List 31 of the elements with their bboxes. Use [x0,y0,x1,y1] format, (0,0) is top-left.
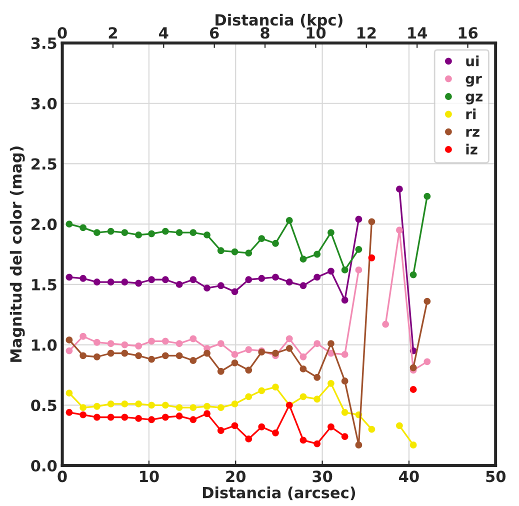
x2-tick-label: 0 [58,27,67,39]
y-axis-title: Magnitud del color (mag) [10,146,25,362]
y-tick-label: 0.0 [31,460,57,472]
x-tick-label: 50 [486,470,506,482]
x-axis-title: Distancia (arcsec) [202,486,356,500]
legend-label: ri [466,108,476,120]
x-tick-label: 20 [226,470,246,482]
y-tick-label: 3.5 [31,37,56,50]
legend-label: ui [466,56,479,66]
legend-label: rz [466,128,480,137]
x2-tick-label: 10 [306,27,326,39]
legend-label: gz [466,94,482,104]
x2-tick-label: 6 [210,27,219,39]
y-tick-label: 1.5 [32,279,56,290]
x2-tick-label: 8 [260,27,270,39]
legend-label: iz [466,144,478,154]
y-tick-label: 0.5 [31,400,56,412]
y-tick-label: 2.5 [32,158,56,170]
y-tick-label: 2.0 [32,218,57,230]
x2-tick-label: 12 [357,27,376,38]
x-tick-label: 10 [140,470,159,482]
x2-tick-label: 16 [458,27,478,39]
y-tick-label: 1.0 [32,339,57,351]
x-tick-label: 30 [312,470,332,482]
y-tick-label: 3.0 [31,98,57,110]
x2-tick-label: 2 [108,27,117,38]
x-tick-label: 0 [58,470,67,482]
x2-tick-label: 14 [408,27,428,38]
legend-label: gr [466,76,482,87]
x-tick-label: 40 [399,470,419,482]
x2-tick-label: 4 [159,27,168,38]
